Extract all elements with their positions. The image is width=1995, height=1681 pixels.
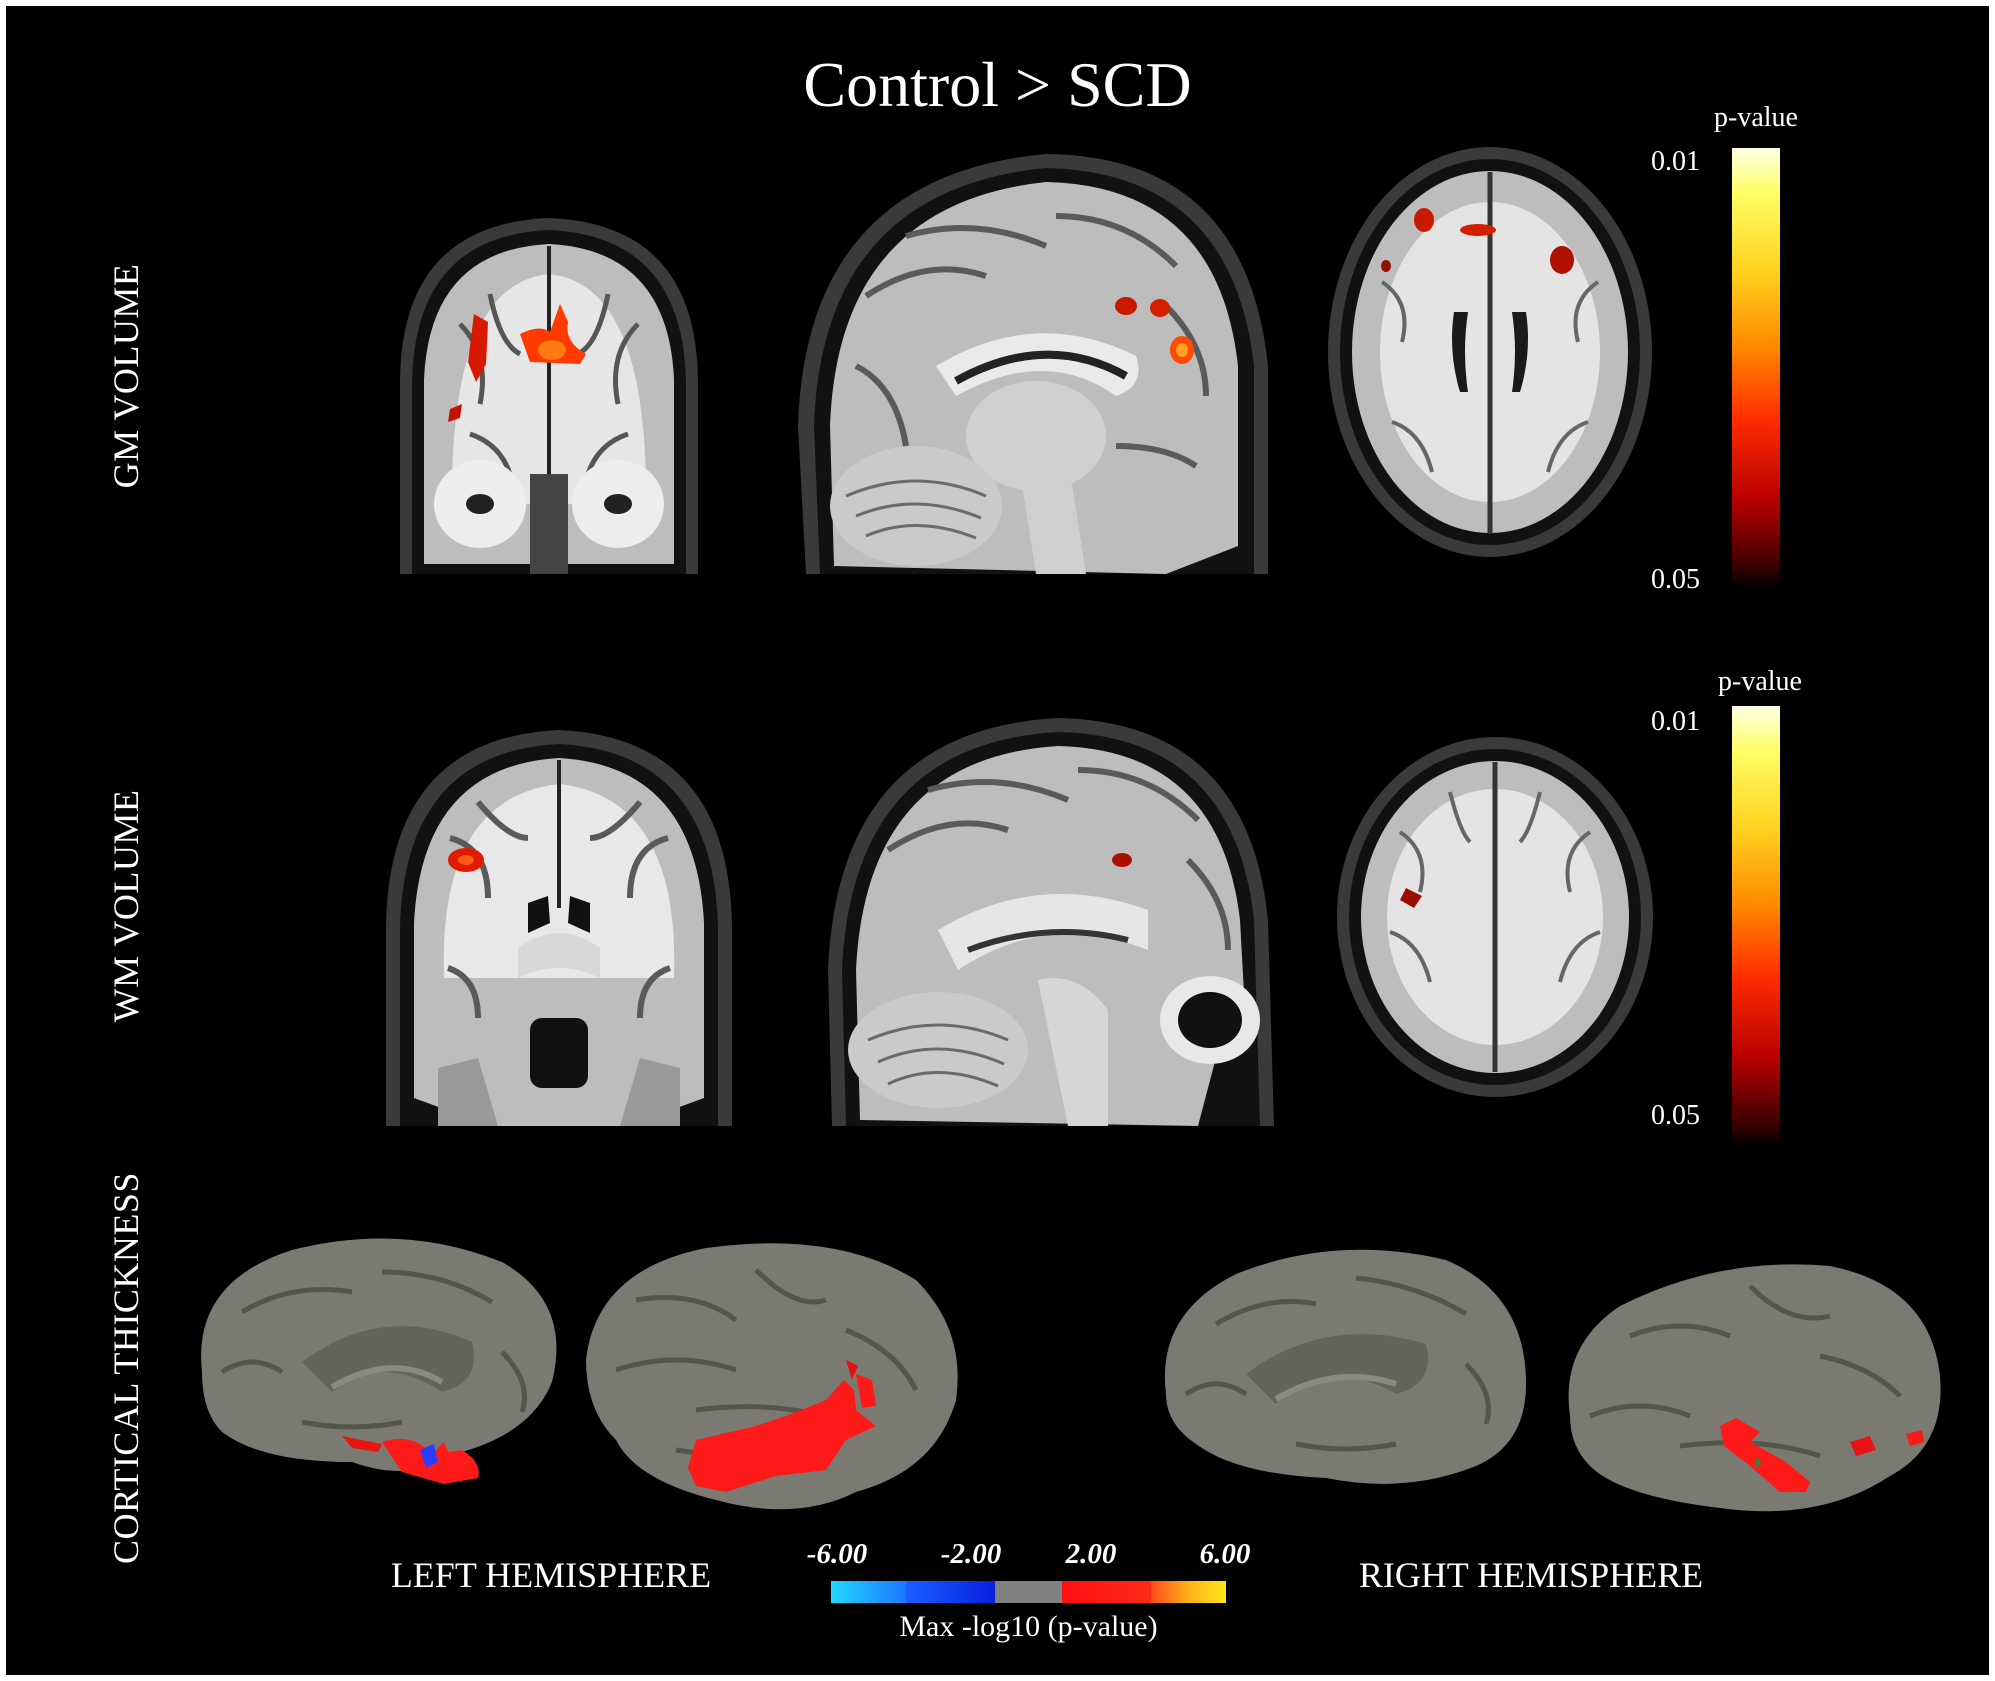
row-label-gm-volume: GM VOLUME <box>106 263 146 489</box>
gm-sagittal-slice <box>798 154 1268 574</box>
thickness-scale-caption: Max -log10 (p-value) <box>899 1610 1158 1643</box>
wm-colorbar-bottom-tick: 0.05 <box>1651 1100 1700 1131</box>
wm-colorbar-title: p-value <box>1718 666 1802 697</box>
figure-panel: Control > SCD GM VOLUME WM VOLUME CORTIC… <box>6 6 1989 1675</box>
left-lateral-surface <box>586 1243 958 1510</box>
left-medial-surface <box>201 1238 557 1484</box>
thickness-scale-tick: -6.00 <box>806 1538 868 1570</box>
wm-coronal-slice <box>386 730 732 1126</box>
thickness-scale-tick: 2.00 <box>1065 1538 1117 1570</box>
gm-colorbar <box>1732 148 1780 588</box>
gm-axial-slice <box>1328 147 1652 557</box>
wm-colorbar <box>1732 706 1780 1146</box>
gm-colorbar-bottom-tick: 0.05 <box>1651 564 1700 595</box>
figure-title: Control > SCD <box>803 49 1192 120</box>
gm-colorbar-top-tick: 0.01 <box>1651 146 1700 177</box>
wm-colorbar-top-tick: 0.01 <box>1651 706 1700 737</box>
thickness-scale-tick: 6.00 <box>1199 1538 1251 1570</box>
right-lateral-surface <box>1568 1264 1941 1512</box>
thickness-scale-tick: -2.00 <box>940 1538 1002 1570</box>
wm-sagittal-slice <box>828 718 1274 1126</box>
gm-coronal-slice <box>400 218 698 574</box>
right-hemisphere-label: RIGHT HEMISPHERE <box>1358 1555 1704 1595</box>
thickness-colorbar <box>831 1581 1227 1603</box>
wm-axial-slice <box>1337 737 1653 1097</box>
row-label-cortical-thickness: CORTICAL THICKNESS <box>106 1172 146 1564</box>
row-label-wm-volume: WM VOLUME <box>106 789 146 1023</box>
gm-colorbar-title: p-value <box>1714 102 1798 133</box>
right-medial-surface <box>1164 1249 1526 1484</box>
left-hemisphere-label: LEFT HEMISPHERE <box>390 1555 712 1595</box>
